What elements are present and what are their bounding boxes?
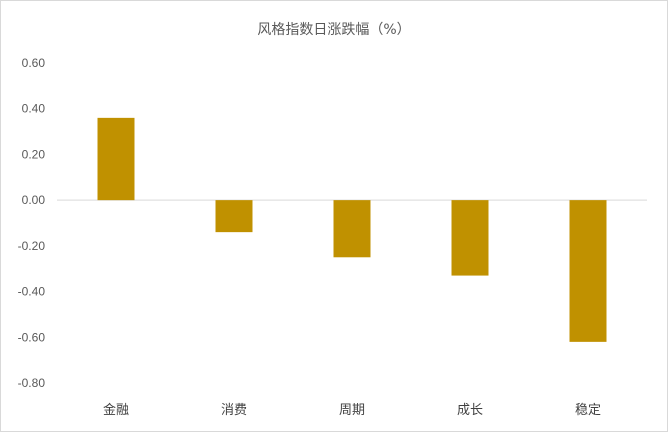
bar [215, 200, 253, 233]
bar [451, 200, 489, 276]
bars [97, 117, 607, 342]
y-tick-label: -0.80 [18, 376, 46, 390]
bar [97, 117, 135, 201]
y-tick-label: -0.60 [18, 330, 46, 344]
category-label: 金融 [103, 402, 129, 418]
y-tick-label: -0.20 [18, 239, 46, 253]
bar [569, 200, 607, 342]
bar [333, 200, 371, 258]
y-tick-label: 0.60 [22, 56, 46, 70]
y-tick-label: 0.20 [22, 147, 46, 161]
category-labels: 金融 消费 周期 成长 稳定 [103, 402, 601, 418]
y-axis-ticks: 0.60 0.40 0.20 0.00 -0.20 -0.40 -0.60 -0.80 [18, 56, 46, 390]
category-label: 周期 [339, 403, 365, 418]
category-label: 成长 [457, 403, 483, 418]
chart-title: 风格指数日涨跌幅（%） [257, 22, 410, 38]
y-tick-label: -0.40 [18, 285, 46, 299]
y-tick-label: 0.00 [22, 193, 46, 207]
category-label: 消费 [221, 403, 247, 418]
category-label: 稳定 [575, 402, 601, 418]
y-tick-label: 0.40 [22, 102, 46, 116]
